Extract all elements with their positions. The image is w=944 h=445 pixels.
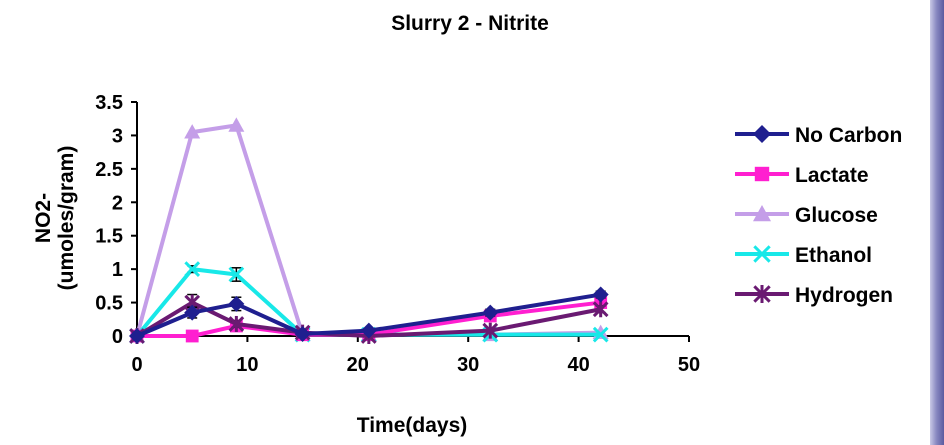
- data-point: [228, 117, 245, 132]
- series-no-carbon: [129, 286, 609, 344]
- y-tick-label: 1.5: [95, 226, 123, 248]
- legend-label: Glucose: [795, 204, 878, 227]
- x-marker-stroke: [184, 261, 201, 278]
- series-layer: [129, 117, 609, 344]
- legend-label: Lactate: [795, 164, 869, 187]
- y-tick-label: 2.5: [95, 159, 123, 181]
- x-axis-label: Time(days): [357, 414, 468, 437]
- legend-marker: [753, 125, 771, 143]
- diamond-marker-shape: [228, 295, 245, 312]
- data-point: [228, 295, 245, 312]
- axes: 0 0.5 1 1.5 2 2.5 3 3.5 0 10 20 30 40 50: [95, 92, 700, 376]
- x-marker-stroke: [753, 245, 771, 263]
- data-point: [228, 266, 245, 283]
- chart-title: Slurry 2 - Nitrite: [391, 12, 549, 35]
- legend-item: Ethanol: [735, 244, 872, 267]
- y-axis-label-line2: (umoles/gram): [55, 146, 78, 291]
- diamond-marker-shape: [592, 286, 609, 303]
- legend-marker: [753, 245, 771, 263]
- legend-item: Hydrogen: [735, 284, 893, 307]
- diamond-marker-shape: [482, 304, 499, 321]
- data-point: [592, 286, 609, 303]
- y-tick-label: 1: [112, 259, 123, 281]
- data-point: [592, 301, 609, 318]
- y-tick-label: 3: [112, 125, 123, 147]
- x-tick-label: 50: [678, 354, 700, 376]
- x-tick-label: 30: [457, 354, 479, 376]
- triangle-marker-shape: [228, 117, 245, 132]
- legend-marker: [754, 166, 770, 182]
- window-edge-decoration: [930, 0, 944, 445]
- data-point: [294, 325, 311, 342]
- legend-label: Hydrogen: [795, 284, 893, 307]
- legend-label: Ethanol: [795, 244, 872, 267]
- data-point: [185, 329, 199, 343]
- legend-marker: [753, 205, 771, 222]
- data-point: [228, 315, 245, 332]
- diamond-marker-shape: [753, 125, 771, 143]
- data-point: [482, 322, 499, 339]
- data-point: [360, 322, 377, 339]
- legend: No Carbon Lactate Glucose Ethanol Hydrogen: [735, 124, 902, 307]
- y-tick-label: 0: [112, 326, 123, 348]
- data-point: [482, 304, 499, 321]
- legend-label: No Carbon: [795, 124, 902, 147]
- legend-item: No Carbon: [735, 124, 902, 147]
- x-tick-label: 40: [567, 354, 589, 376]
- data-point: [184, 304, 201, 321]
- square-marker-shape: [754, 166, 770, 182]
- x-tick-label: 10: [236, 354, 258, 376]
- y-tick-label: 3.5: [95, 92, 123, 114]
- diamond-marker-shape: [184, 304, 201, 321]
- x-tick-label: 20: [347, 354, 369, 376]
- y-tick-label: 0.5: [95, 293, 123, 315]
- triangle-marker-shape: [184, 124, 201, 139]
- x-marker-stroke: [228, 266, 245, 283]
- legend-item: Glucose: [735, 204, 878, 227]
- diamond-marker-shape: [294, 325, 311, 342]
- data-point: [129, 328, 145, 344]
- legend-marker: [753, 285, 771, 303]
- diamond-marker-shape: [360, 322, 377, 339]
- x-tick-label: 0: [131, 354, 142, 376]
- diamond-marker-shape: [129, 328, 145, 344]
- y-tick-label: 2: [112, 192, 123, 214]
- triangle-marker-shape: [753, 205, 771, 222]
- square-marker-shape: [185, 329, 199, 343]
- data-point: [592, 326, 609, 343]
- data-point: [184, 261, 201, 278]
- legend-item: Lactate: [735, 164, 869, 187]
- x-marker-stroke: [592, 326, 609, 343]
- y-axis-label-line1: NO2-: [32, 193, 55, 243]
- data-point: [184, 124, 201, 139]
